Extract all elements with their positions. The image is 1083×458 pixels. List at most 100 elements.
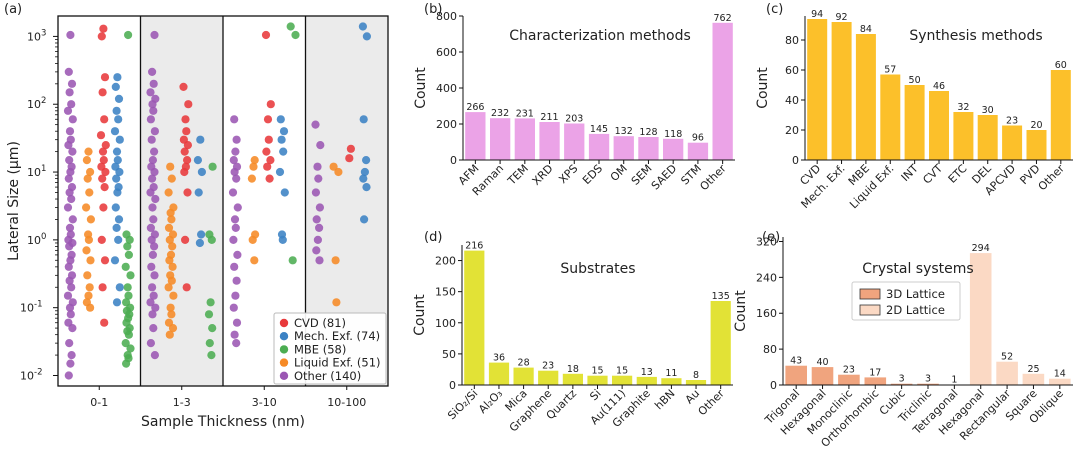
scatter-point-cvd xyxy=(181,115,190,124)
scatter-point-mbe xyxy=(124,30,133,40)
bar-au-111- xyxy=(612,375,633,385)
legend-swatch xyxy=(859,288,881,300)
scatter-point-other xyxy=(316,141,325,150)
bar-triclinic xyxy=(917,383,939,385)
bar-other xyxy=(1050,70,1071,160)
scatter-point-mbe xyxy=(121,339,130,348)
scatter-point-mech-exf- xyxy=(115,135,124,144)
scatter-point-other xyxy=(146,339,155,348)
data-label: 36 xyxy=(493,353,505,364)
scatter-point-mech-exf- xyxy=(112,106,121,115)
scatter-point-mbe xyxy=(124,250,133,259)
y-tick-label: 20 xyxy=(785,124,799,137)
scatter-point-cvd xyxy=(100,256,110,265)
scatter-point-other xyxy=(312,215,321,224)
bar-cvt xyxy=(929,91,949,160)
scatter-point-mbe xyxy=(291,30,300,40)
legend: CVD (81)Mech. Exf. (74)MBE (58)Liquid Ex… xyxy=(273,312,387,385)
scatter-point-mbe xyxy=(207,351,216,360)
scatter-point-other xyxy=(68,147,77,156)
data-label: 3 xyxy=(925,374,931,385)
panel-label: (a) xyxy=(4,2,22,17)
scatter-point-other xyxy=(229,303,238,312)
scatter-point-mech-exf- xyxy=(279,127,289,136)
scatter-point-other xyxy=(148,250,157,259)
legend-swatch xyxy=(859,304,881,316)
y-tick-label: 600 xyxy=(436,46,457,59)
data-label: 46 xyxy=(933,81,945,92)
scatter-point-mbe xyxy=(206,298,215,307)
data-label: 128 xyxy=(639,127,657,138)
bar-cvd xyxy=(807,19,828,160)
scatter-point-mech-exf- xyxy=(360,215,369,224)
scatter-point-liquid-exf- xyxy=(86,256,95,265)
data-label: 50 xyxy=(909,75,921,86)
x-tick-label: Al₂O₃ xyxy=(476,387,505,416)
bar-xrd xyxy=(539,122,560,160)
bar-pvd xyxy=(1026,130,1047,160)
x-tick-label: 3-10 xyxy=(252,396,277,409)
scatter-point-cvd xyxy=(182,283,191,292)
scatter-point-liquid-exf- xyxy=(249,162,258,171)
y-tick-label: 0 xyxy=(770,379,777,392)
scatter-point-other xyxy=(67,351,76,360)
bar-graphene xyxy=(538,370,559,385)
scatter-point-other xyxy=(230,330,239,339)
scatter-point-liquid-exf- xyxy=(164,283,173,292)
scatter-point-other xyxy=(64,262,73,271)
legend-label: Mech. Exf. (74) xyxy=(294,329,380,343)
scatter-point-cvd xyxy=(98,147,108,156)
scatter-point-mech-exf- xyxy=(115,167,124,177)
scatter-point-other xyxy=(230,262,239,271)
scatter-point-liquid-exf- xyxy=(167,276,176,285)
scatter-point-cvd xyxy=(183,141,192,150)
scatter-point-other xyxy=(230,115,239,124)
scatter-point-liquid-exf- xyxy=(83,174,92,183)
scatter-point-other xyxy=(63,203,73,212)
scatter-point-other xyxy=(233,250,242,259)
scatter-point-liquid-exf- xyxy=(164,223,174,232)
y-axis-label: Lateral Size (µm) xyxy=(6,141,22,261)
bar-sio-si xyxy=(464,250,485,385)
bar-apcvd xyxy=(1002,125,1023,160)
x-tick-label: EDS xyxy=(580,162,605,187)
y-tick-label: 240 xyxy=(756,271,777,284)
data-label: 17 xyxy=(869,367,881,378)
scatter-point-other xyxy=(312,246,321,255)
scatter-point-other xyxy=(65,242,74,251)
panel-label: (c) xyxy=(766,2,783,17)
scatter-point-mech-exf- xyxy=(194,188,203,197)
scatter-point-mech-exf- xyxy=(193,156,202,165)
data-label: 57 xyxy=(884,65,896,76)
data-label: 266 xyxy=(466,102,484,113)
y-tick-label: 10-1 xyxy=(20,300,42,315)
scatter-point-mech-exf- xyxy=(112,223,121,232)
scatter-point-liquid-exf- xyxy=(334,167,343,177)
data-label: 1 xyxy=(951,375,957,386)
scatter-point-liquid-exf- xyxy=(167,174,176,183)
scatter-point-other xyxy=(148,67,157,76)
scatter-point-liquid-exf- xyxy=(250,156,259,165)
scatter-point-other xyxy=(66,30,75,40)
scatter-point-cvd xyxy=(263,115,273,124)
scatter-point-other xyxy=(315,223,324,232)
scatter-point-liquid-exf- xyxy=(166,208,175,217)
data-label: 3 xyxy=(899,374,905,385)
y-tick-label: 200 xyxy=(435,255,456,268)
scatter-point-other xyxy=(315,203,324,212)
x-tick-label: Si xyxy=(587,387,603,403)
scatter-point-other xyxy=(148,203,157,212)
scatter-point-mech-exf- xyxy=(362,32,371,41)
data-label: 231 xyxy=(516,108,534,119)
scatter-point-mech-exf- xyxy=(279,147,288,156)
bar-xps xyxy=(564,123,585,160)
panel-a-frame xyxy=(57,15,389,387)
scatter-point-other xyxy=(150,147,159,156)
scatter-point-other xyxy=(66,167,75,177)
chart-title: Synthesis methods xyxy=(909,28,1042,44)
scatter-point-liquid-exf- xyxy=(84,235,93,244)
scatter-point-other xyxy=(148,283,157,292)
scatter-point-mech-exf- xyxy=(196,135,205,144)
data-label: 11 xyxy=(665,368,677,379)
scatter-point-liquid-exf- xyxy=(248,235,257,244)
